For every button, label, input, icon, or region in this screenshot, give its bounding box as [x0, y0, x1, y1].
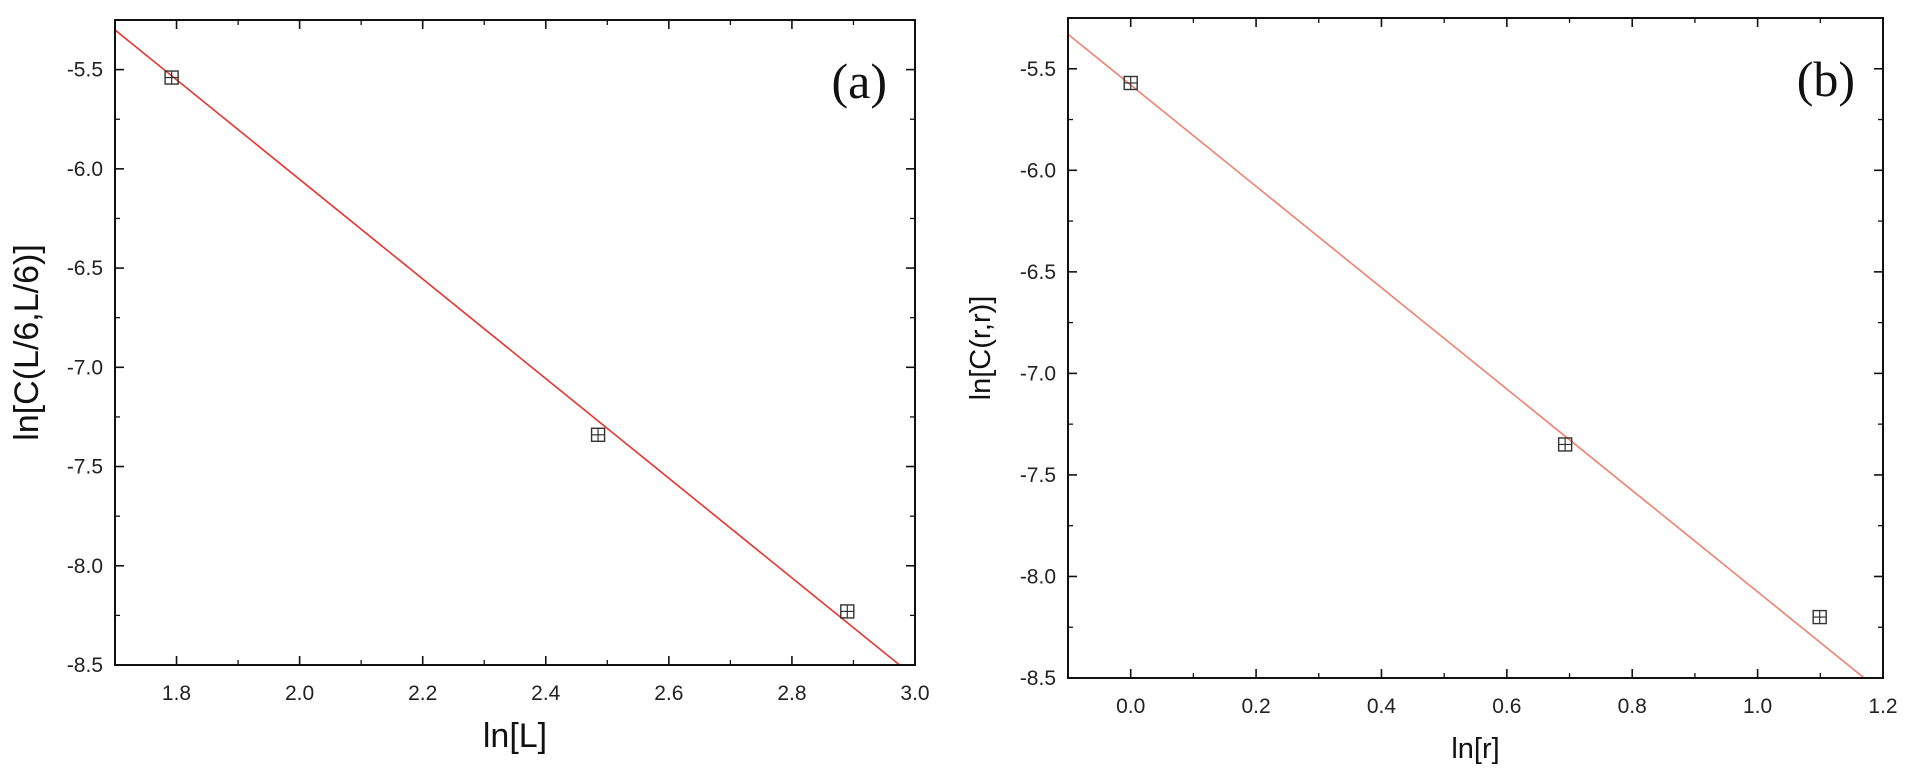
data-point	[1557, 437, 1573, 452]
data-point	[164, 70, 179, 85]
y-tick-label: -8.0	[1020, 565, 1056, 588]
y-tick-label: -7.0	[67, 356, 103, 379]
y-axis-label: ln[C(L/6,L/6)]	[8, 244, 46, 441]
x-tick-label: 2.2	[408, 682, 437, 705]
x-tick-label: 1.0	[1743, 695, 1772, 718]
x-axis-label: ln[L]	[483, 717, 547, 755]
y-tick-label: -5.5	[1020, 58, 1056, 81]
data-point	[840, 604, 855, 619]
x-tick-label: 0.8	[1618, 695, 1647, 718]
data-point	[590, 427, 606, 442]
y-tick-label: -8.5	[1020, 667, 1056, 690]
panel-label: (a)	[832, 53, 888, 109]
y-tick-label: -6.5	[67, 257, 103, 280]
panel-a: 1.8 2.0 2.2 2.4 2.6 2.8 3.0 -5.5 -6.0 -6.5 -7.0 -7.…	[8, 19, 930, 755]
fit-line	[115, 29, 901, 665]
y-tick-label: -5.5	[67, 59, 103, 82]
x-tick-label: 2.0	[285, 682, 314, 705]
fit-line	[1068, 33, 1865, 678]
y-tick-label: -7.0	[1020, 362, 1056, 385]
x-tick-label: 0.2	[1241, 695, 1270, 718]
plot-frame	[114, 19, 916, 666]
y-axis-label: ln[C(r,r)]	[965, 296, 997, 401]
x-tick-label: 0.6	[1492, 695, 1521, 718]
plot-frame	[1067, 17, 1884, 679]
x-tick-label: 0.4	[1367, 695, 1397, 718]
x-tick-label: 2.8	[777, 682, 806, 705]
y-tick-label: -6.5	[1020, 261, 1056, 284]
panel-label: (b)	[1797, 51, 1855, 107]
x-tick-label: 1.8	[162, 682, 191, 705]
data-point	[1123, 75, 1138, 91]
y-tick-label: -8.5	[67, 654, 103, 677]
x-tick-label: 2.6	[654, 682, 683, 705]
y-tick-label: -8.0	[67, 555, 103, 578]
data-point	[1812, 609, 1827, 625]
y-tick-label: -6.0	[67, 158, 103, 181]
x-tick-label: 0.0	[1116, 695, 1145, 718]
panel-b: 0.0 0.2 0.4 0.6 0.8 1.0 1.2 -5.5 -6.0 -6.5 -7.0 -7.…	[965, 17, 1898, 765]
y-tick-label: -7.5	[1020, 464, 1056, 487]
x-tick-label: 2.4	[531, 682, 561, 705]
x-axis-label: ln[r]	[1451, 733, 1499, 765]
x-tick-label: 1.2	[1868, 695, 1897, 718]
y-tick-label: -7.5	[67, 456, 103, 479]
y-tick-label: -6.0	[1020, 159, 1056, 182]
x-tick-label: 3.0	[900, 682, 929, 705]
